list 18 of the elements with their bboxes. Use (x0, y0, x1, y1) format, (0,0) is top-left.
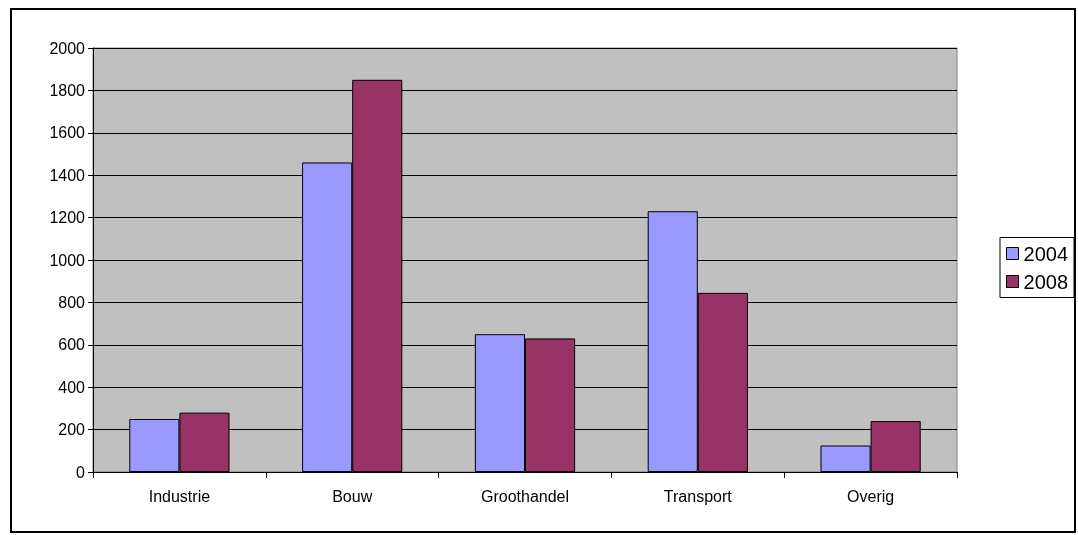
y-tick-label: 1000 (49, 251, 86, 269)
legend-label: 2004 (1023, 242, 1069, 265)
x-tick-label: Transport (663, 487, 733, 505)
y-tick-label: 200 (58, 421, 86, 439)
legend-label: 2008 (1023, 270, 1069, 293)
y-tick-label: 1600 (49, 124, 86, 142)
y-tick-label: 1400 (49, 166, 86, 184)
y-tick-label: 400 (58, 378, 86, 396)
y-tick-label: 600 (58, 336, 86, 354)
x-tick-label: Industrie (148, 487, 211, 505)
y-tick-label: 1800 (49, 81, 86, 99)
y-tick-label: 0 (76, 463, 86, 481)
y-tick-label: 2000 (49, 39, 86, 57)
x-tick-label: Overig (847, 487, 895, 505)
y-tick-label: 800 (58, 293, 86, 311)
x-tick-label: Bouw (332, 487, 373, 505)
x-tick-label: Groothandel (480, 487, 570, 505)
y-tick-label: 1200 (49, 209, 86, 227)
